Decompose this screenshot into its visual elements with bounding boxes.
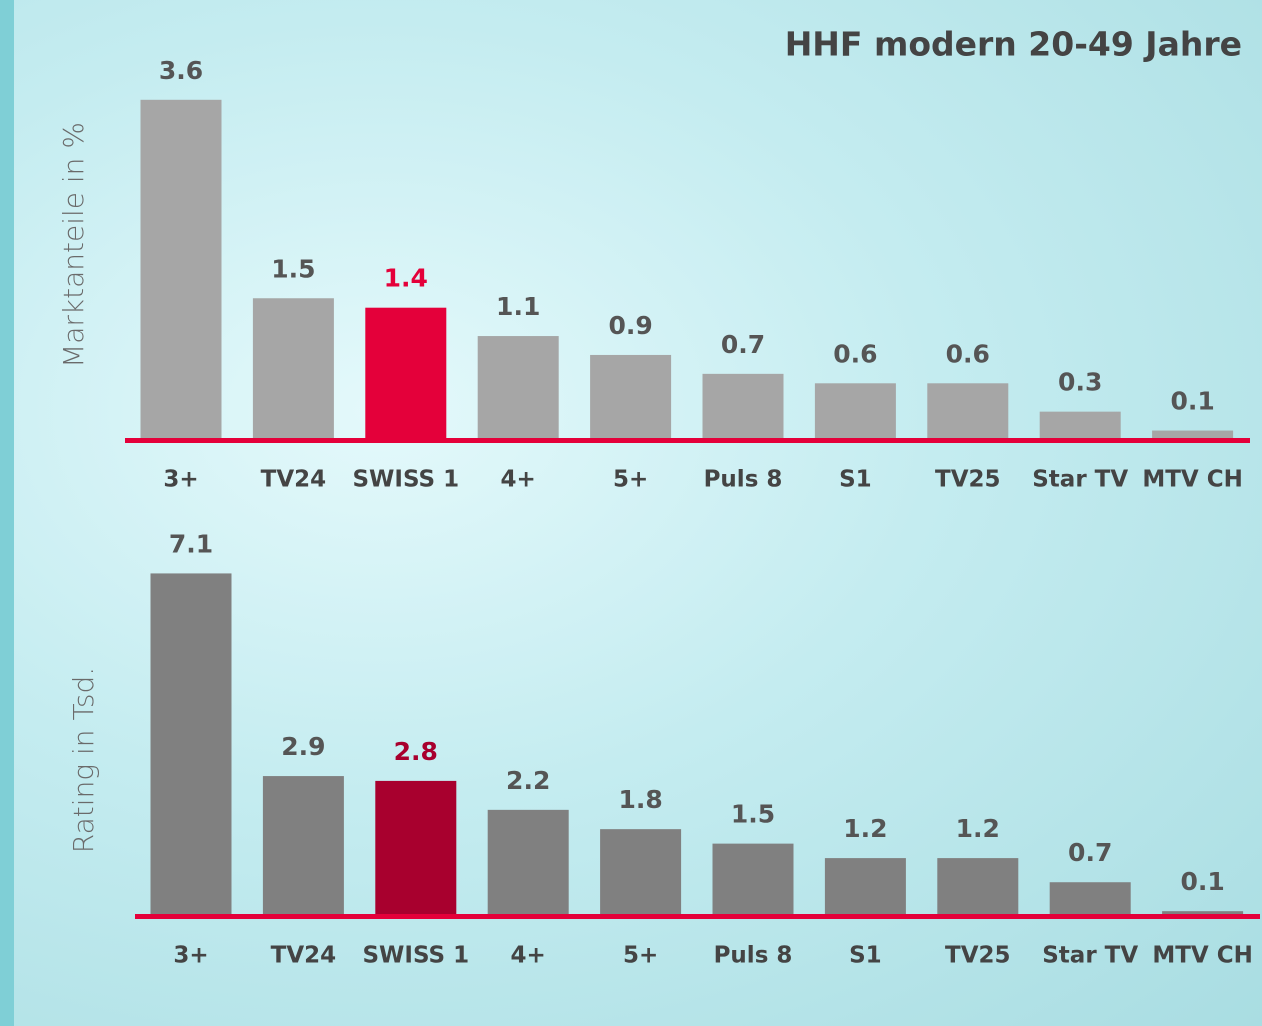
x-tick-label: Puls 8 xyxy=(714,943,793,969)
value-label: 1.5 xyxy=(271,254,315,283)
x-tick-label: MTV CH xyxy=(1142,467,1243,493)
baseline xyxy=(135,914,1260,919)
bar xyxy=(150,573,232,916)
x-tick-label: Star TV xyxy=(1032,467,1128,493)
x-tick-label: 5+ xyxy=(623,943,658,969)
value-label: 1.1 xyxy=(496,292,540,321)
bar xyxy=(487,809,569,916)
x-tick-label: 4+ xyxy=(501,467,536,493)
x-tick-label: TV25 xyxy=(945,943,1011,969)
x-tick-label: TV24 xyxy=(271,943,337,969)
side-strip xyxy=(0,0,14,1026)
bar xyxy=(140,99,222,441)
bar xyxy=(375,780,457,916)
bar xyxy=(712,843,794,916)
bar xyxy=(1162,911,1244,916)
bar xyxy=(927,383,1009,440)
bar xyxy=(262,776,344,916)
value-label: 0.7 xyxy=(1068,838,1112,867)
value-label: 0.1 xyxy=(1180,867,1224,896)
bar xyxy=(937,858,1019,916)
x-tick-label: 5+ xyxy=(613,467,648,493)
value-label: 1.4 xyxy=(384,264,428,293)
value-label: 7.1 xyxy=(169,529,213,558)
value-label: 0.6 xyxy=(946,339,990,368)
value-label: 1.2 xyxy=(956,814,1000,843)
x-tick-label: SWISS 1 xyxy=(352,467,459,493)
x-tick-label: 3+ xyxy=(173,943,208,969)
value-label: 2.8 xyxy=(394,737,438,766)
value-label: 1.8 xyxy=(618,785,662,814)
x-tick-label: S1 xyxy=(849,943,882,969)
x-tick-label: SWISS 1 xyxy=(362,943,469,969)
bar xyxy=(252,298,334,440)
x-tick-label: S1 xyxy=(839,467,872,493)
bar xyxy=(600,829,682,916)
bar xyxy=(824,858,906,916)
bar xyxy=(1039,411,1121,440)
bar xyxy=(365,307,447,440)
value-label: 0.6 xyxy=(833,339,877,368)
value-label: 2.9 xyxy=(281,732,325,761)
value-label: 0.1 xyxy=(1170,387,1214,416)
value-label: 2.2 xyxy=(506,766,550,795)
x-tick-label: TV25 xyxy=(935,467,1001,493)
bar xyxy=(1049,882,1131,916)
x-tick-label: TV24 xyxy=(261,467,327,493)
bar xyxy=(477,336,559,440)
x-tick-label: MTV CH xyxy=(1152,943,1253,969)
x-tick-label: Star TV xyxy=(1042,943,1138,969)
value-label: 3.6 xyxy=(159,56,203,85)
value-label: 0.7 xyxy=(721,330,765,359)
chart-title: HHF modern 20-49 Jahre xyxy=(785,25,1242,64)
y-axis-label: Rating in Tsd. xyxy=(67,667,100,853)
x-tick-label: 3+ xyxy=(163,467,198,493)
x-tick-label: Puls 8 xyxy=(704,467,783,493)
x-tick-label: 4+ xyxy=(511,943,546,969)
value-label: 0.3 xyxy=(1058,368,1102,397)
value-label: 1.2 xyxy=(843,814,887,843)
bar xyxy=(702,373,784,440)
bar xyxy=(590,354,672,440)
baseline xyxy=(125,438,1250,443)
bar xyxy=(1152,430,1234,440)
value-label: 0.9 xyxy=(608,311,652,340)
bar xyxy=(814,383,896,440)
y-axis-label: Marktanteile in % xyxy=(57,122,90,368)
value-label: 1.5 xyxy=(731,800,775,829)
